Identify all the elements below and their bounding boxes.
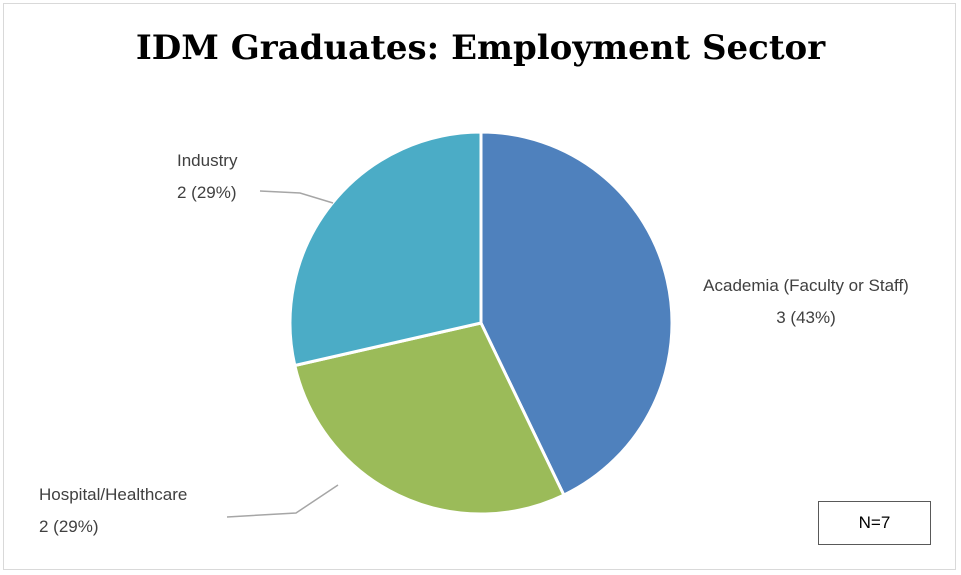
slice-category-label-1: Academia (Faculty or Staff)	[703, 276, 909, 295]
pie-slice-2	[293, 321, 566, 516]
pie-slice-3	[288, 130, 483, 367]
slice-value-label-2: 2 (29%)	[39, 517, 99, 536]
chart-title: IDM Graduates: Employment Sector	[135, 28, 826, 68]
slice-category-label-2: Hospital/Healthcare	[39, 485, 187, 504]
sample-size-box: N=7	[818, 501, 931, 545]
leader-line-3	[259, 190, 334, 204]
slice-value-label-1: 3 (43%)	[776, 308, 836, 327]
pie-slice-1	[479, 130, 674, 497]
slice-value-label-3: 2 (29%)	[177, 183, 237, 202]
slice-category-label-3: Industry	[177, 151, 238, 170]
leader-line-2	[226, 484, 339, 518]
